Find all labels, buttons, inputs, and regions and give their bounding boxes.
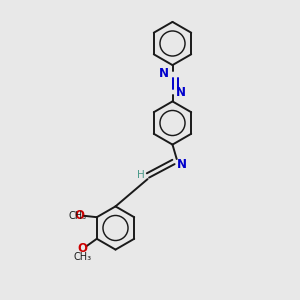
Text: CH₃: CH₃ — [69, 211, 87, 221]
Text: N: N — [176, 158, 187, 171]
Text: N: N — [176, 86, 186, 99]
Text: O: O — [78, 242, 88, 255]
Text: H: H — [137, 169, 145, 180]
Text: CH₃: CH₃ — [74, 252, 92, 262]
Text: N: N — [159, 67, 169, 80]
Text: O: O — [75, 209, 85, 222]
